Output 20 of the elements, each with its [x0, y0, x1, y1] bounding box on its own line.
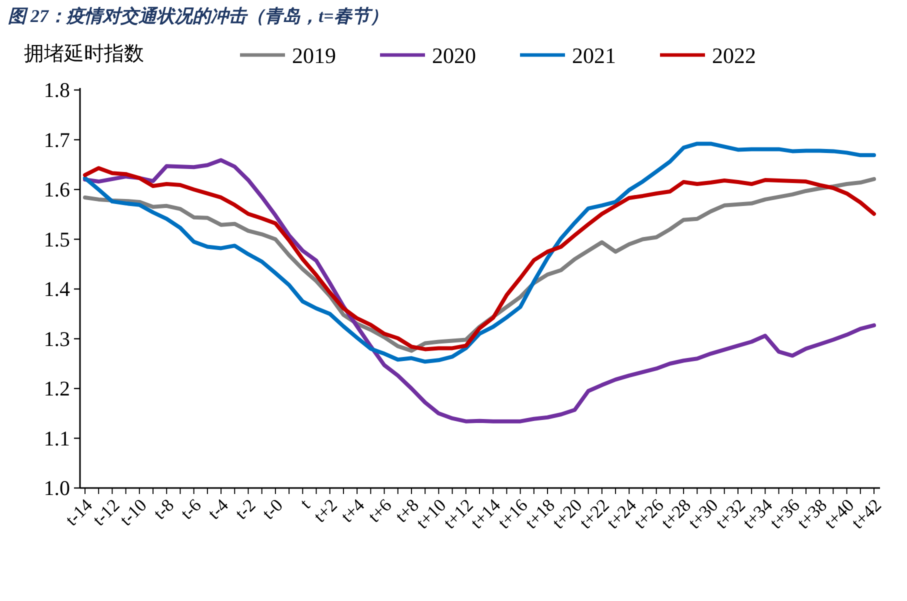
- y-tick-label: 1.3: [44, 326, 70, 351]
- legend-label: 2019: [292, 43, 336, 68]
- x-tick-label: t-8: [149, 494, 178, 524]
- y-tick-label: 1.4: [44, 277, 70, 301]
- x-tick-label: t-0: [258, 494, 287, 524]
- y-tick-label: 1.6: [44, 178, 70, 202]
- legend-label: 2020: [432, 43, 476, 68]
- x-tick-label: t-2: [231, 494, 260, 524]
- legend-label: 2022: [712, 43, 756, 68]
- y-tick-label: 1.5: [44, 227, 70, 252]
- legend-label: 2021: [572, 43, 616, 68]
- y-tick-label: 1.8: [44, 78, 70, 102]
- y-tick-label: 1.0: [44, 476, 70, 500]
- y-tick-label: 1.7: [44, 128, 70, 152]
- y-axis-title: 拥堵延时指数: [24, 43, 144, 65]
- x-tick-label: t-6: [176, 494, 205, 524]
- x-tick-label: t-4: [204, 494, 232, 524]
- chart-title: 图 27：疫情对交通状况的冲击（青岛，t=春节）: [8, 6, 388, 26]
- y-tick-label: 1.1: [44, 426, 70, 450]
- y-tick-label: 1.2: [44, 376, 70, 400]
